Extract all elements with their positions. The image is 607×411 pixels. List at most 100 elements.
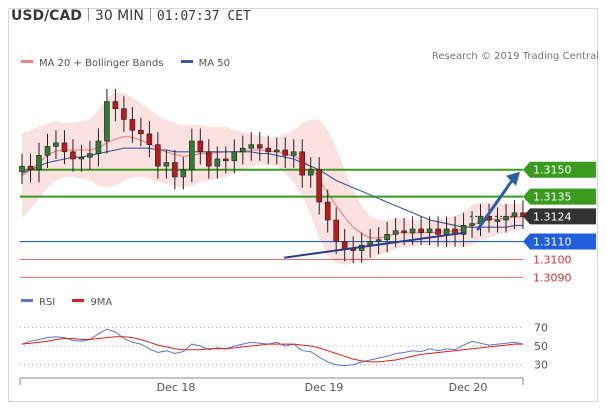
candle-body: [409, 228, 416, 233]
timeframe-label[interactable]: 30 MIN: [94, 8, 144, 24]
candle: [384, 221, 390, 253]
candle: [503, 203, 509, 233]
candle: [27, 153, 34, 183]
candle: [44, 133, 51, 168]
candle-body: [222, 158, 229, 162]
candle-body: [214, 158, 221, 167]
candle: [95, 128, 102, 167]
candle: [53, 130, 59, 159]
candle: [282, 137, 289, 168]
candle: [78, 144, 85, 172]
candle-body: [87, 153, 93, 158]
candle-body: [27, 165, 34, 171]
candle-body: [324, 201, 331, 221]
candle-body: [307, 169, 314, 176]
candle: [214, 146, 221, 179]
candle: [189, 128, 195, 183]
candle-body: [95, 140, 102, 154]
candle-body: [155, 144, 161, 167]
candle-body: [273, 149, 280, 153]
candle: [494, 207, 501, 233]
main-legend: MA 20 + Bollinger Bands MA 50: [21, 58, 230, 69]
candle: [180, 157, 187, 190]
candle: [307, 157, 314, 188]
candle-body: [70, 151, 76, 160]
candle: [256, 132, 263, 161]
candle-body: [146, 133, 153, 145]
support-trendline: [283, 231, 466, 259]
price-label-1-3124: 1.3124: [523, 208, 596, 225]
candle-body: [494, 219, 501, 222]
header-divider: [149, 8, 151, 21]
candle: [104, 88, 110, 154]
candle-body: [503, 216, 509, 221]
candle: [273, 137, 280, 165]
candle: [324, 189, 331, 233]
price-label-box: [523, 161, 596, 178]
candle: [316, 157, 323, 215]
price-label-text: 1.3124: [533, 210, 572, 223]
ma50-legend-label: MA 50: [198, 58, 230, 69]
candle-body: [316, 169, 323, 203]
rsi-tick-label: 70: [534, 321, 548, 334]
time-label: 01:07:37 CET: [156, 9, 251, 24]
candle-body: [435, 228, 441, 235]
candle: [265, 135, 272, 165]
price-label-text: 1.3135: [533, 191, 572, 204]
candle-body: [138, 129, 144, 135]
bollinger-swatch: [21, 60, 33, 63]
candle-body: [104, 101, 110, 142]
ma9-line: [21, 336, 523, 363]
header-divider: [87, 8, 89, 21]
price-label-1-3135: 1.3135: [523, 188, 596, 205]
candle: [19, 153, 25, 185]
candle: [375, 227, 382, 255]
candle-body: [78, 156, 85, 160]
candle-body: [375, 239, 382, 242]
candle-body: [418, 228, 424, 233]
candle: [36, 142, 42, 183]
rsi-swatch: [21, 299, 33, 302]
ma50-swatch: [180, 60, 193, 63]
x-tick-label: Dec 18: [157, 381, 196, 394]
candle: [222, 146, 229, 174]
candle-body: [392, 230, 399, 235]
candle-body: [469, 223, 475, 226]
candle: [61, 130, 68, 165]
candle: [435, 216, 441, 247]
candle-body: [189, 140, 195, 171]
candle: [163, 150, 170, 179]
candle: [469, 211, 475, 238]
candle-body: [256, 144, 263, 149]
candle: [112, 88, 119, 122]
candle-body: [401, 230, 407, 233]
candle-body: [299, 151, 306, 176]
forecast-arrow-shaft: [476, 176, 516, 231]
candle-body: [44, 146, 51, 156]
candle: [197, 128, 204, 165]
candle: [418, 216, 424, 246]
price-label-text: 1.3100: [533, 253, 572, 266]
candle: [239, 135, 246, 165]
price-label-1-3090: 1.3090: [533, 271, 572, 284]
rsi-tick-label: 50: [534, 340, 548, 353]
candle: [333, 207, 339, 255]
candle: [290, 139, 297, 168]
x-tick-label: Dec 19: [305, 381, 344, 394]
candle-body: [206, 151, 212, 167]
candle-body: [333, 219, 339, 242]
candle-body: [231, 151, 238, 162]
forecast-arrowhead: [506, 171, 520, 186]
candle: [511, 200, 518, 229]
research-credit: Research © 2019 Trading Central: [431, 51, 599, 62]
candle-body: [341, 241, 348, 250]
candle: [129, 106, 136, 143]
candle: [155, 132, 161, 179]
candle-body: [163, 162, 170, 167]
candle: [121, 96, 127, 133]
price-label-1-3110: 1.3110: [523, 233, 596, 250]
candle-body: [265, 147, 272, 153]
candle-body: [121, 108, 127, 120]
price-label-text: 1.3110: [533, 236, 572, 249]
